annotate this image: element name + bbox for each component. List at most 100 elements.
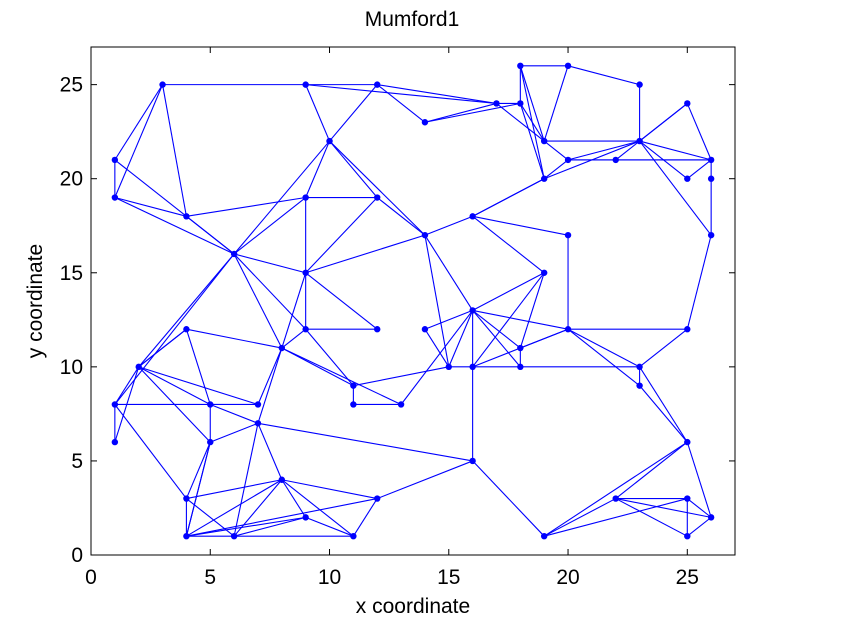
- graph-node: [707, 175, 715, 182]
- graph-node: [684, 532, 691, 540]
- y-axis-label: y coordinate: [24, 244, 47, 358]
- graph-edge: [329, 84, 378, 142]
- graph-node: [350, 532, 357, 540]
- graph-node: [207, 438, 214, 446]
- graph-edge: [519, 65, 545, 179]
- graph-node: [230, 250, 238, 258]
- graph-edge: [281, 479, 378, 500]
- graph-edge: [305, 84, 497, 104]
- x-axis-label: x coordinate: [356, 595, 470, 618]
- graph-edge: [281, 479, 354, 537]
- graph-edge: [186, 479, 282, 500]
- graph-edge: [257, 422, 473, 462]
- graph-node: [374, 194, 381, 201]
- graph-node: [564, 326, 572, 333]
- graph-node: [684, 326, 691, 333]
- graph-edge: [567, 65, 640, 86]
- graph-edge: [496, 103, 545, 142]
- graph-edge: [615, 498, 688, 537]
- graph-edge: [686, 103, 712, 161]
- graph-node: [540, 532, 548, 540]
- graph-edge: [615, 441, 688, 499]
- x-tick-label: 20: [556, 566, 579, 589]
- graph-node: [254, 420, 262, 427]
- graph-edge: [114, 197, 235, 255]
- graph-edge: [376, 84, 426, 123]
- graph-edge: [472, 178, 545, 217]
- graph-edge: [615, 498, 712, 518]
- graph-edge: [186, 328, 282, 349]
- graph-edge: [472, 310, 521, 368]
- graph-edge: [686, 498, 712, 518]
- graph-edge: [424, 328, 450, 368]
- graph-edge: [424, 102, 521, 123]
- graph-node: [421, 231, 429, 239]
- graph-edge: [686, 159, 712, 180]
- graph-edge: [329, 140, 378, 198]
- graph-edge: [210, 403, 259, 424]
- y-axis-ticks: 0 5 10 15 20 25: [60, 74, 735, 567]
- nodes-layer: [111, 62, 715, 540]
- graph-edge: [114, 84, 164, 198]
- graph-edge: [376, 197, 426, 236]
- graph-edge: [353, 366, 449, 387]
- graph-edge: [543, 140, 569, 161]
- graph-edge: [281, 479, 307, 518]
- graph-node: [421, 119, 429, 126]
- graph-edge: [377, 84, 497, 104]
- graph-edge: [281, 347, 354, 387]
- graph-edge: [114, 366, 140, 405]
- graph-edge: [114, 196, 187, 217]
- graph-edge: [305, 272, 378, 330]
- x-tick-label: 5: [204, 566, 216, 589]
- y-tick-label: 10: [60, 356, 83, 379]
- graph-node: [183, 532, 190, 540]
- graph-edge: [305, 516, 354, 537]
- graph-edge: [424, 234, 474, 311]
- graph-edge: [138, 328, 187, 368]
- graph-edge: [186, 498, 378, 537]
- graph-node: [469, 213, 476, 220]
- graph-edge: [281, 272, 307, 349]
- graph-node: [397, 401, 405, 408]
- graph-node: [207, 401, 214, 408]
- graph-edge: [639, 140, 712, 236]
- graph-node: [302, 81, 309, 88]
- graph-edge: [305, 328, 354, 387]
- graph-node: [183, 213, 190, 220]
- graph-edge: [472, 215, 569, 236]
- graph-edge: [519, 65, 545, 142]
- graph-node: [517, 363, 524, 371]
- graph-edge: [472, 309, 521, 349]
- graph-edge: [543, 441, 688, 537]
- graph-node: [350, 401, 357, 408]
- graph-node: [421, 326, 429, 333]
- graph-node: [445, 363, 452, 371]
- y-tick-label: 0: [71, 544, 83, 567]
- graph-edge: [186, 479, 283, 537]
- graph-node: [684, 495, 691, 502]
- graph-node: [493, 100, 500, 107]
- plot-frame: [90, 46, 736, 556]
- graph-node: [636, 81, 643, 88]
- graph-edge: [686, 516, 712, 537]
- graph-node: [469, 457, 476, 465]
- graph-edge: [305, 84, 331, 142]
- graph-edge: [472, 272, 545, 368]
- x-tick-label: 0: [85, 566, 97, 589]
- graph-node: [302, 194, 309, 201]
- graph-edge: [543, 498, 616, 537]
- graph-edge: [543, 65, 569, 142]
- graph-node: [517, 344, 524, 352]
- graph-node: [135, 363, 142, 371]
- graph-edge: [305, 234, 426, 274]
- graph-edge: [639, 140, 712, 161]
- graph-edge: [138, 253, 235, 368]
- graph-node: [350, 382, 357, 389]
- graph-edge: [520, 328, 569, 349]
- graph-node: [540, 175, 548, 182]
- y-tick-label: 15: [60, 262, 83, 285]
- graph-edge: [639, 366, 688, 443]
- graph-node: [183, 326, 190, 333]
